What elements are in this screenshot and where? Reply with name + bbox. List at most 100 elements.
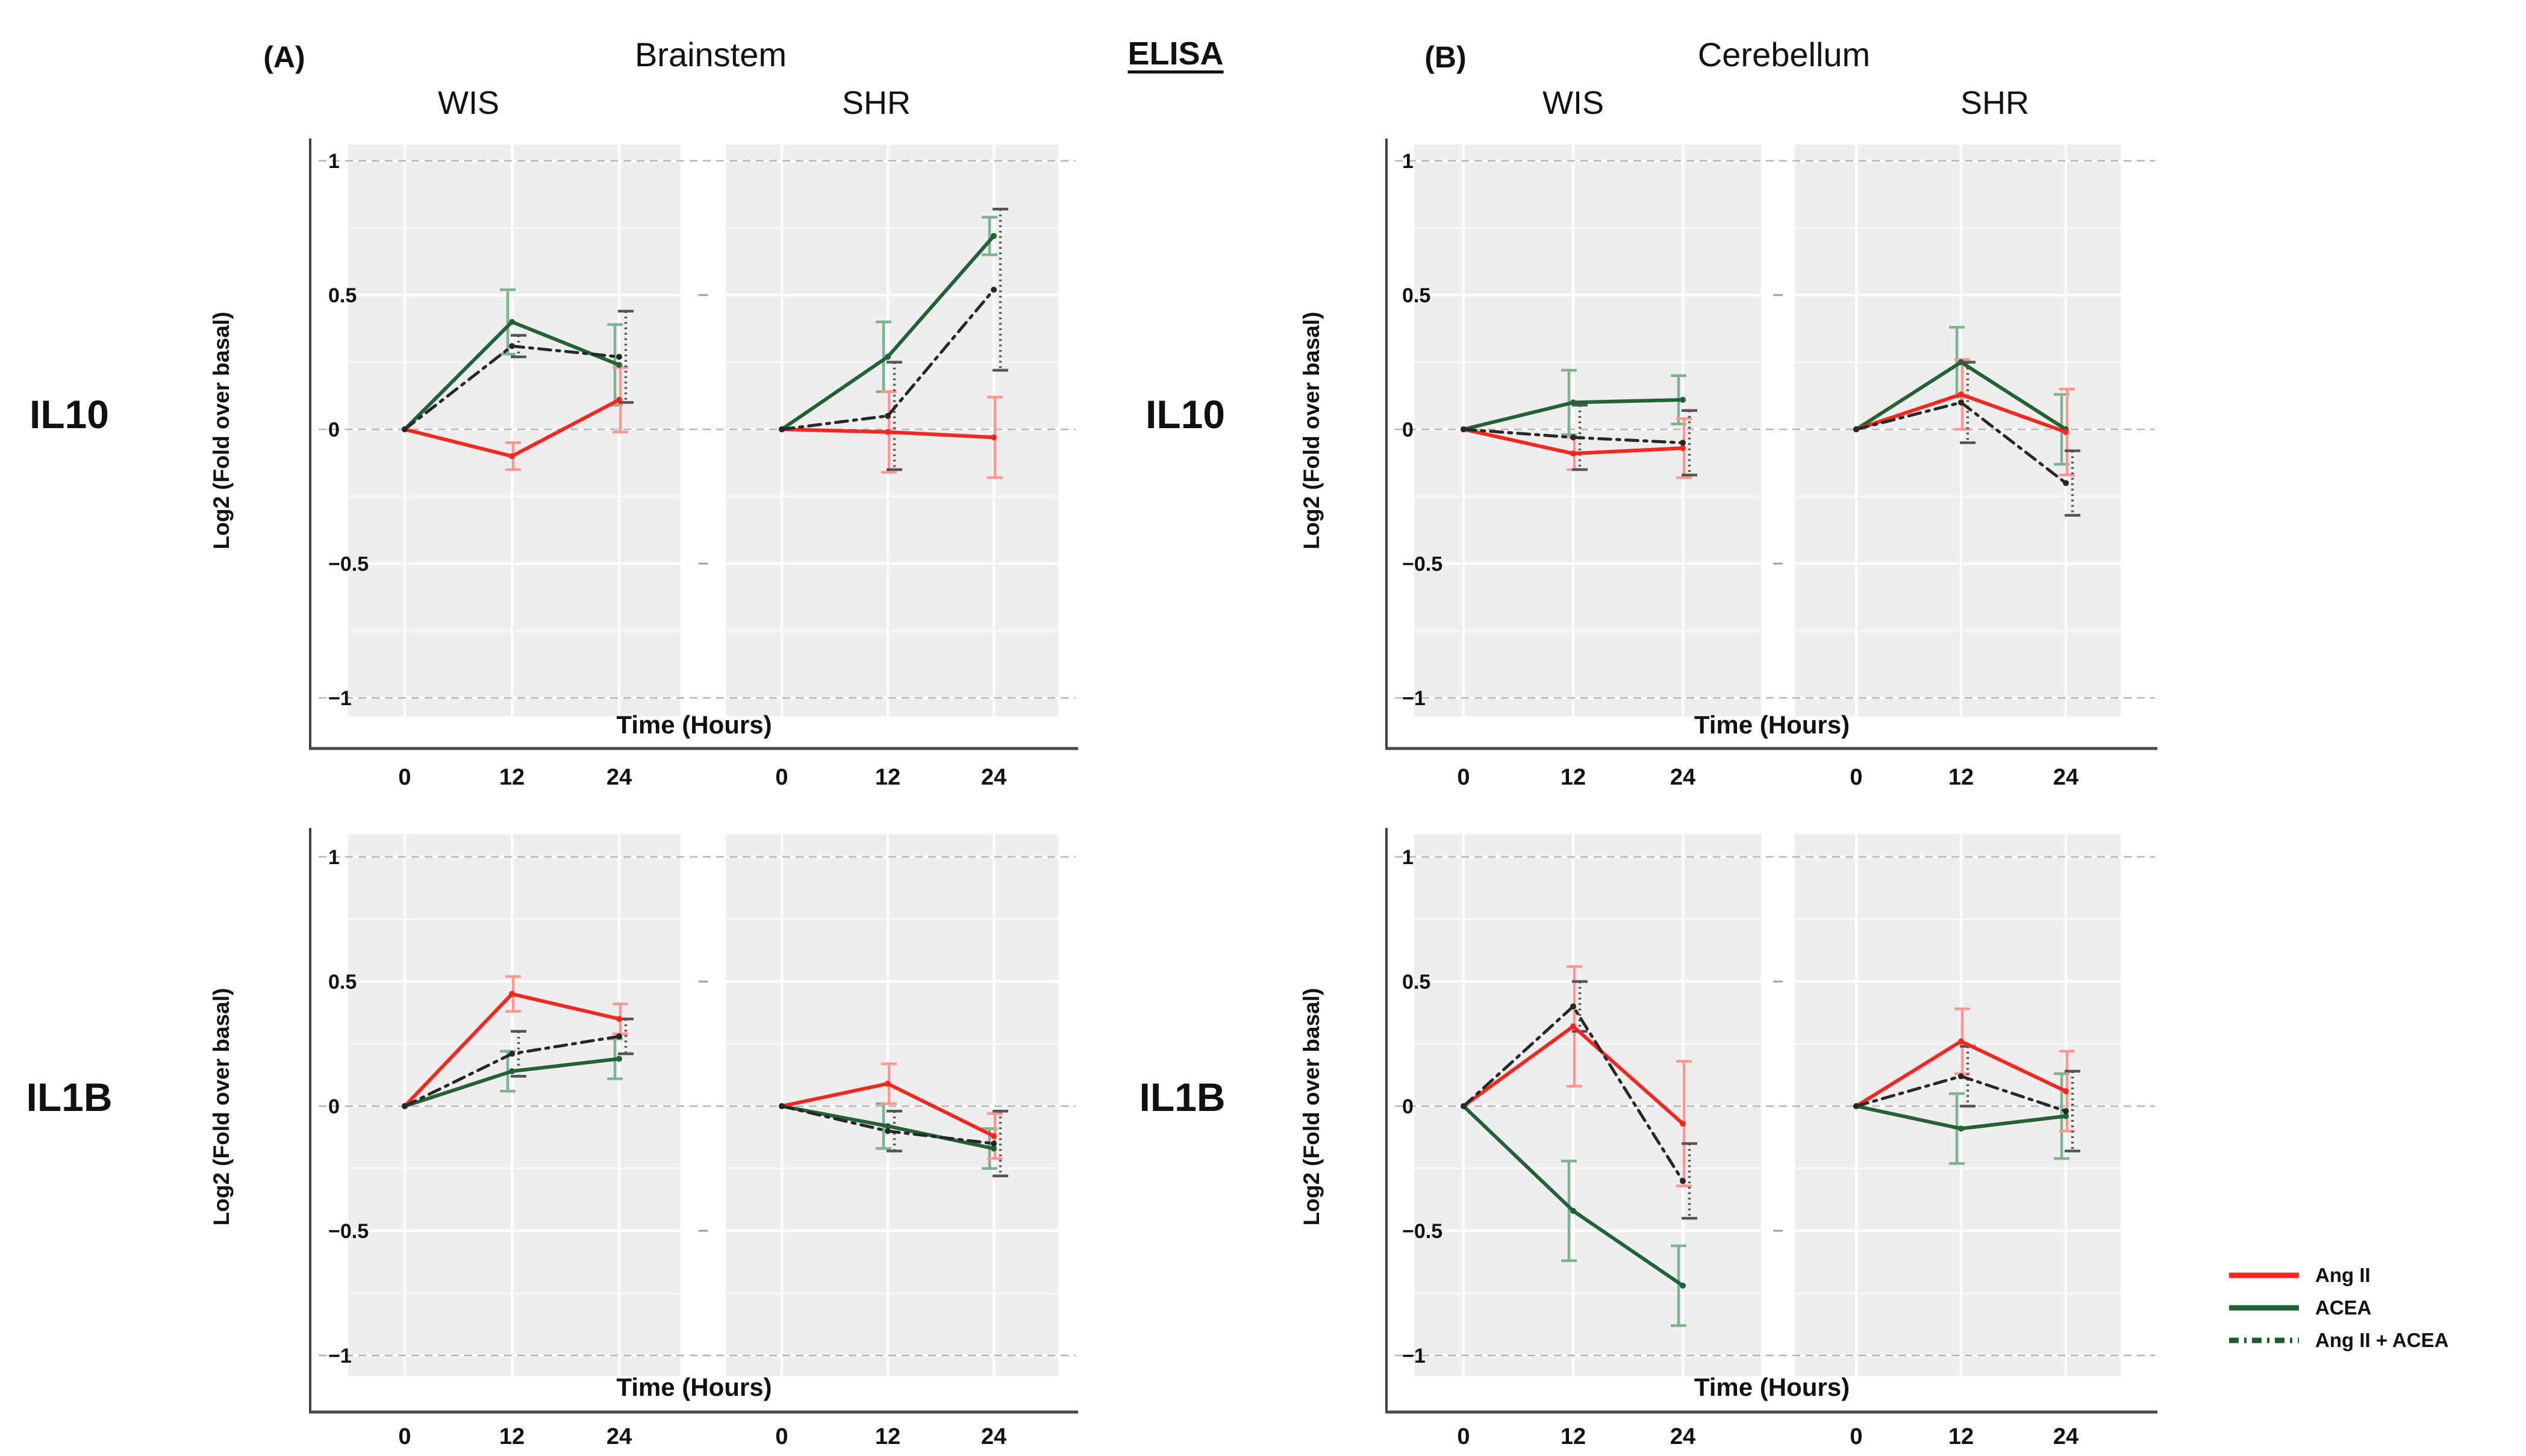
series-marker-acea bbox=[885, 1123, 891, 1130]
series-marker-combo bbox=[509, 1051, 515, 1057]
y-tick-label: 0.5 bbox=[1402, 971, 1430, 994]
y-tick-label: −0.5 bbox=[1402, 553, 1442, 576]
row-label-a-il1b: IL1B bbox=[26, 1075, 113, 1119]
x-axis-title: Time (Hours) bbox=[1694, 1373, 1850, 1401]
series-marker-angii bbox=[2063, 429, 2069, 435]
series-marker-combo bbox=[402, 1103, 408, 1109]
method-title: ELISA bbox=[1127, 36, 1224, 72]
legend-item-angii: Ang II bbox=[2227, 1263, 2449, 1287]
col-label-b-shr: SHR bbox=[1960, 85, 2029, 121]
row-label-a-il10: IL10 bbox=[29, 392, 110, 437]
y-tick-label: 1 bbox=[1402, 150, 1414, 173]
x-tick-label: 0 bbox=[398, 1424, 411, 1449]
series-marker-acea bbox=[509, 1068, 515, 1075]
series-marker-acea bbox=[1958, 1125, 1964, 1132]
series-marker-combo bbox=[1958, 1073, 1964, 1080]
x-tick-label: 12 bbox=[1561, 1424, 1586, 1449]
y-tick-label: 0 bbox=[1402, 418, 1414, 441]
y-tick-label: 0 bbox=[1402, 1095, 1414, 1118]
series-marker-combo bbox=[2063, 1108, 2069, 1115]
panel-bg bbox=[348, 834, 681, 1376]
y-tick-label: −0.5 bbox=[328, 1220, 369, 1243]
x-axis-title: Time (Hours) bbox=[616, 711, 772, 739]
series-marker-angii bbox=[509, 991, 515, 997]
panel-bg bbox=[1414, 834, 1761, 1376]
series-marker-acea bbox=[616, 1056, 622, 1062]
series-marker-combo bbox=[991, 1140, 997, 1147]
series-marker-combo bbox=[616, 1033, 622, 1040]
series-marker-angii bbox=[885, 1080, 891, 1087]
y-tick-label: −1 bbox=[1402, 687, 1426, 710]
y-tick-label: 0 bbox=[328, 1095, 340, 1118]
series-marker-acea bbox=[1958, 359, 1964, 366]
row-label-b-il1b: IL1B bbox=[1139, 1075, 1226, 1119]
x-tick-label: 12 bbox=[499, 765, 525, 790]
panel-b-label: (B) bbox=[1424, 40, 1467, 74]
series-marker-angii bbox=[2063, 1088, 2069, 1095]
series-marker-angii bbox=[1680, 1120, 1686, 1127]
title-brainstem: Brainstem bbox=[634, 36, 787, 73]
row-label-b-il10: IL10 bbox=[1145, 392, 1226, 437]
x-tick-label: 0 bbox=[1850, 765, 1862, 790]
x-tick-label: 12 bbox=[875, 1424, 900, 1449]
panel-a-label: (A) bbox=[263, 40, 305, 74]
series-marker-combo bbox=[1461, 426, 1467, 432]
x-tick-label: 0 bbox=[1850, 1424, 1862, 1449]
series-marker-acea bbox=[509, 319, 515, 325]
y-tick-label: 1 bbox=[328, 150, 340, 173]
y-tick-label: −1 bbox=[1402, 1345, 1426, 1367]
series-marker-combo bbox=[509, 343, 515, 349]
y-tick-label: 0.5 bbox=[328, 971, 357, 994]
x-tick-label: 24 bbox=[2053, 765, 2078, 790]
x-tick-label: 12 bbox=[1948, 1424, 1974, 1449]
series-marker-acea bbox=[1570, 399, 1576, 406]
series-marker-acea bbox=[1570, 1207, 1576, 1214]
y-tick-label: −0.5 bbox=[328, 553, 369, 576]
x-tick-label: 24 bbox=[1670, 765, 1695, 790]
x-tick-label: 0 bbox=[1457, 1424, 1470, 1449]
x-tick-label: 24 bbox=[2053, 1424, 2078, 1449]
series-marker-combo bbox=[1958, 399, 1964, 406]
series-marker-acea bbox=[991, 1145, 997, 1152]
series-marker-combo bbox=[616, 353, 622, 360]
x-tick-label: 24 bbox=[607, 765, 632, 790]
legend-label: Ang II + ACEA bbox=[2315, 1329, 2449, 1351]
x-axis-title: Time (Hours) bbox=[616, 1373, 772, 1401]
legend-item-acea: ACEA bbox=[2227, 1296, 2449, 1320]
title-cerebellum: Cerebellum bbox=[1697, 36, 1871, 73]
legend-label: Ang II bbox=[2315, 1264, 2371, 1286]
y-tick-label: −0.5 bbox=[1402, 1220, 1442, 1243]
series-marker-combo bbox=[1680, 440, 1686, 446]
y-tick-label: −1 bbox=[328, 687, 352, 710]
series-marker-acea bbox=[991, 232, 997, 239]
legend-swatch-acea bbox=[2229, 1305, 2299, 1311]
series-marker-angii bbox=[1958, 391, 1964, 398]
series-marker-angii bbox=[616, 1016, 622, 1022]
x-tick-label: 0 bbox=[775, 1424, 788, 1449]
x-tick-label: 12 bbox=[499, 1424, 525, 1449]
col-label-a-shr: SHR bbox=[841, 85, 911, 121]
series-marker-combo bbox=[885, 1128, 891, 1134]
series-marker-angii bbox=[1958, 1038, 1964, 1045]
series-marker-combo bbox=[1570, 1003, 1576, 1010]
col-label-b-wis: WIS bbox=[1542, 85, 1604, 121]
legend-label: ACEA bbox=[2315, 1296, 2372, 1319]
series-marker-acea bbox=[2063, 1113, 2069, 1119]
series-marker-acea bbox=[1680, 396, 1686, 403]
series-marker-combo bbox=[402, 426, 408, 432]
series-marker-combo bbox=[779, 1103, 785, 1109]
series-marker-angii bbox=[1680, 445, 1686, 452]
y-tick-label: 0 bbox=[328, 418, 340, 441]
series-marker-combo bbox=[1853, 426, 1859, 432]
series-marker-acea bbox=[1680, 1283, 1686, 1289]
y-tick-label: 1 bbox=[1402, 846, 1414, 869]
legend: Ang II ACEA Ang II + ACEA bbox=[2227, 1263, 2449, 1352]
x-tick-label: 0 bbox=[1457, 765, 1470, 790]
col-label-a-wis: WIS bbox=[438, 85, 499, 121]
y-tick-label: 0.5 bbox=[1402, 284, 1430, 307]
series-marker-combo bbox=[885, 412, 891, 419]
x-tick-label: 24 bbox=[981, 1424, 1006, 1449]
series-marker-angii bbox=[885, 429, 891, 435]
y-tick-label: 1 bbox=[328, 846, 340, 869]
